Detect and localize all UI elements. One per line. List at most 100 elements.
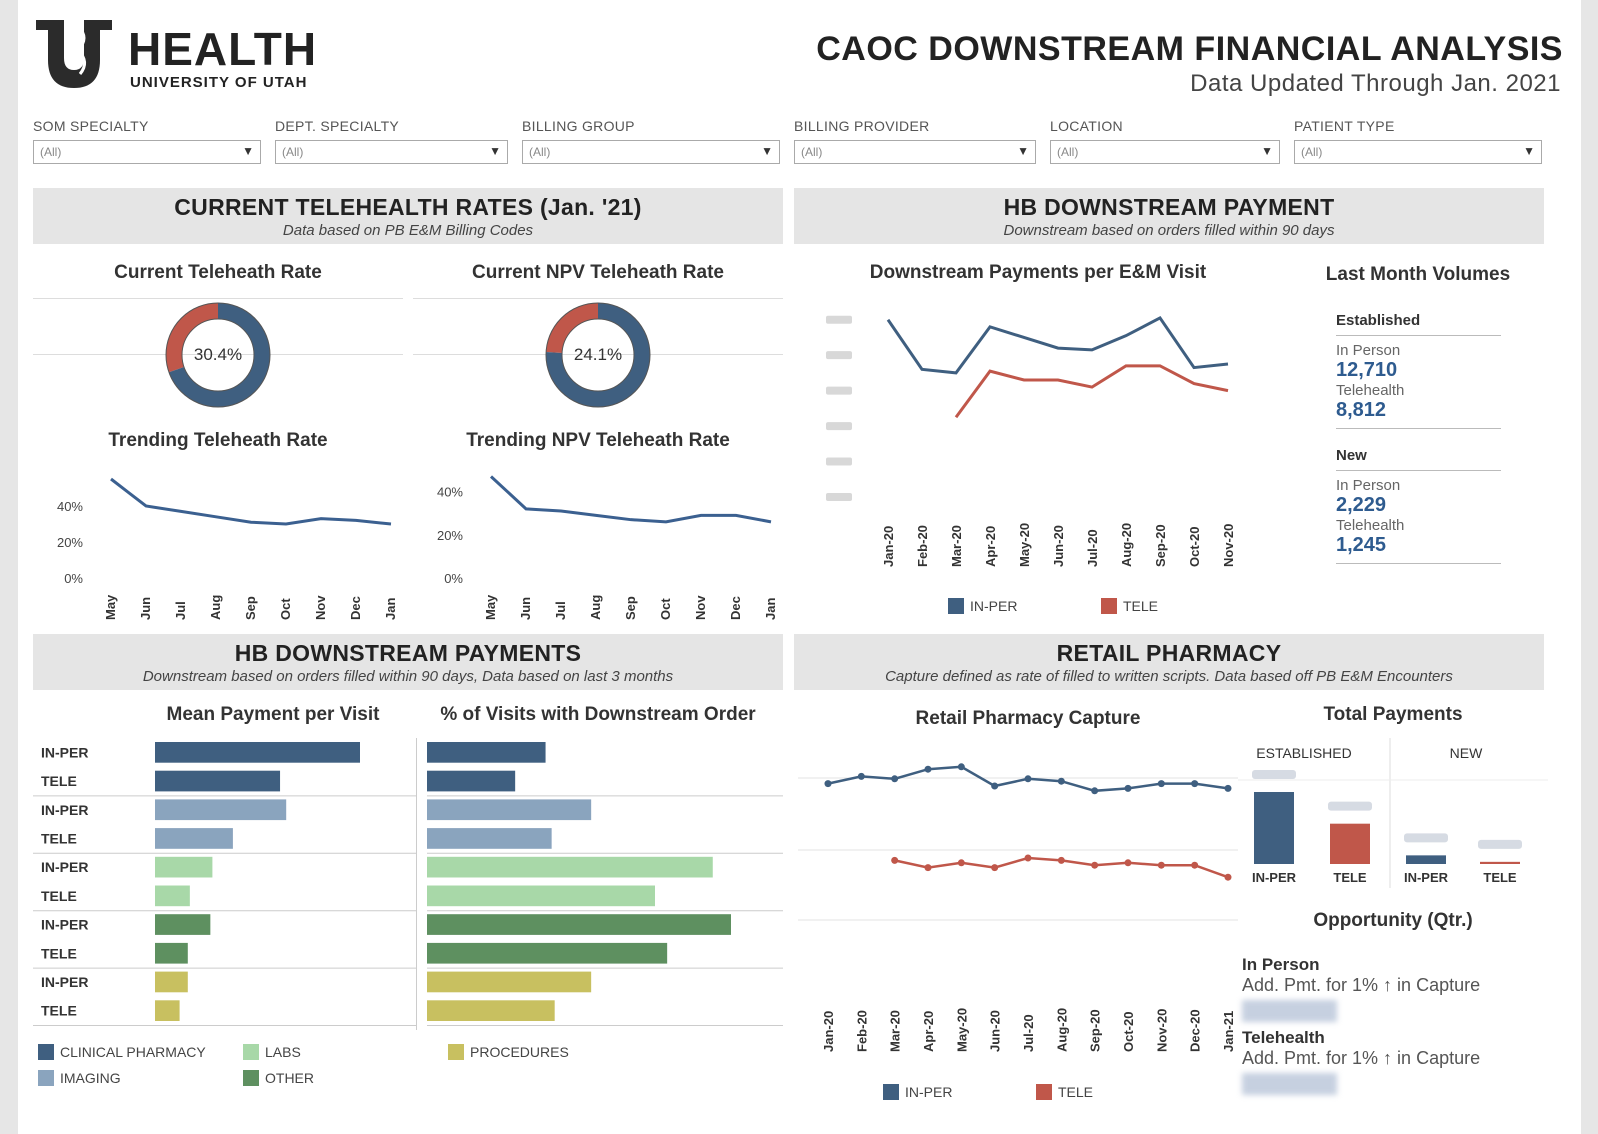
x-tick-label: Nov-20: [1154, 1009, 1169, 1052]
bar: [1330, 823, 1370, 864]
y-tick-label-redacted: [826, 351, 852, 360]
x-tick-label: Jan-21: [1221, 1011, 1236, 1052]
section-subtitle: Data based on PB E&M Billing Codes: [282, 222, 534, 239]
bar: [155, 971, 188, 993]
legend-swatch: [38, 1070, 54, 1086]
divider: [33, 298, 403, 299]
x-tick-label: Nov: [693, 595, 708, 620]
series-point: [1091, 787, 1099, 795]
dept-specialty-select[interactable]: (All) ▼: [275, 140, 508, 164]
est-in-person-value: 12,710: [1336, 359, 1398, 381]
section-title: CURRENT TELEHEALTH RATES (Jan. '21): [174, 194, 642, 220]
donut-slice: [546, 303, 650, 407]
last-month-volumes: Established In Person 12,710 Telehealth …: [1336, 312, 1501, 570]
x-tick-label: Aug: [208, 595, 223, 620]
x-tick-label: Aug: [588, 595, 603, 620]
donut-outline: [545, 302, 651, 408]
new-telehealth-value: 1,245: [1336, 534, 1387, 556]
donut-center-label: 24.1%: [573, 345, 623, 364]
x-tick-label: Oct-20: [1187, 527, 1202, 567]
series-point: [1124, 784, 1132, 792]
chevron-down-icon: ▼: [242, 144, 254, 158]
chart-title: Current NPV Teleheath Rate: [472, 262, 724, 283]
x-tick-label: Jul: [553, 601, 568, 620]
series-point: [1124, 859, 1132, 867]
section-title: HB DOWNSTREAM PAYMENTS: [234, 640, 582, 666]
group-label: ESTABLISHED: [1256, 745, 1351, 761]
bar-value-redacted: [1478, 839, 1522, 849]
chart-title: % of Visits with Downstream Order: [440, 704, 756, 725]
donut-slice: [168, 303, 270, 407]
filter-dept-specialty: DEPT. SPECIALTY (All) ▼: [275, 118, 508, 164]
established-heading: Established: [1336, 312, 1421, 329]
bar: [427, 856, 713, 878]
divider: [413, 354, 783, 355]
legend-swatch: [243, 1044, 259, 1060]
bar: [155, 742, 360, 763]
x-tick-label: Jul-20: [1021, 1014, 1036, 1052]
series-point: [957, 763, 965, 771]
bar: [427, 942, 668, 964]
new-heading: New: [1336, 447, 1367, 464]
y-tick-label: 0%: [444, 571, 463, 586]
telehealth-label: Telehealth: [1336, 517, 1405, 534]
x-tick-label: Oct: [658, 598, 673, 620]
series-point: [1191, 780, 1199, 788]
chart-title: Downstream Payments per E&M Visit: [869, 262, 1207, 283]
series-point: [1191, 861, 1199, 869]
new-in-person-value: 2,229: [1336, 494, 1387, 516]
x-tick-label: Dec-20: [1188, 1009, 1203, 1052]
filter-label: DEPT. SPECIALTY: [275, 118, 400, 134]
x-tick-label: Jan: [763, 598, 778, 620]
opportunity-panel: In Person Add. Pmt. for 1% ↑ in Capture …: [1242, 955, 1542, 1095]
y-tick-label: 20%: [437, 528, 463, 543]
opp-in-person-heading: In Person: [1242, 955, 1320, 974]
x-tick-label: Mar-20: [949, 525, 964, 567]
series-point: [891, 856, 899, 864]
bar: [155, 914, 211, 935]
x-tick-label: May: [103, 594, 118, 620]
chart-title: Opportunity (Qtr.): [1313, 910, 1473, 931]
filter-label: LOCATION: [1050, 118, 1123, 134]
som-specialty-select[interactable]: (All) ▼: [33, 140, 261, 164]
x-tick-label: May-20: [1017, 523, 1032, 567]
opp-telehealth-heading: Telehealth: [1242, 1028, 1325, 1047]
filter-label: BILLING GROUP: [522, 118, 635, 134]
chart-title: Trending NPV Teleheath Rate: [466, 430, 730, 451]
x-tick-label: May-20: [954, 1008, 969, 1052]
series-point: [1024, 854, 1032, 862]
billing-group-select[interactable]: (All) ▼: [522, 140, 780, 164]
donut-slice: [546, 303, 599, 354]
x-tick-label: Nov: [313, 595, 328, 620]
bar-value-redacted: [1328, 801, 1372, 811]
patient-type-select[interactable]: (All) ▼: [1294, 140, 1542, 164]
bar: [427, 799, 592, 821]
filter-label: SOM SPECIALTY: [33, 118, 149, 134]
y-tick-label: 40%: [437, 485, 463, 500]
location-select[interactable]: (All) ▼: [1050, 140, 1280, 164]
legend-tele: TELE: [1036, 1084, 1093, 1100]
filter-patient-type: PATIENT TYPE (All) ▼: [1294, 118, 1542, 164]
legend-imaging: IMAGING: [38, 1070, 121, 1086]
series-point: [857, 772, 865, 780]
bar: [427, 742, 546, 763]
row-label: IN-PER: [41, 744, 88, 760]
row-label: TELE: [41, 830, 77, 846]
bar: [427, 1000, 555, 1021]
logo-subtext: UNIVERSITY OF UTAH: [130, 74, 308, 91]
billing-provider-select[interactable]: (All) ▼: [794, 140, 1036, 164]
donut-outline: [181, 318, 255, 392]
series-point: [1057, 777, 1065, 785]
series-line-in-per: [886, 316, 1229, 375]
y-tick-label-redacted: [826, 422, 852, 431]
trend-line: [110, 477, 392, 526]
bar: [427, 914, 731, 935]
divider: [1336, 428, 1501, 429]
opp-telehealth-value: [1242, 1073, 1337, 1095]
divider: [1336, 563, 1501, 564]
x-tick-label: TELE: [1333, 870, 1367, 885]
chevron-down-icon: ▼: [489, 144, 501, 158]
logo-text: HEALTH: [128, 23, 318, 75]
x-tick-label: Jan: [383, 598, 398, 620]
x-tick-label: Mar-20: [888, 1010, 903, 1052]
